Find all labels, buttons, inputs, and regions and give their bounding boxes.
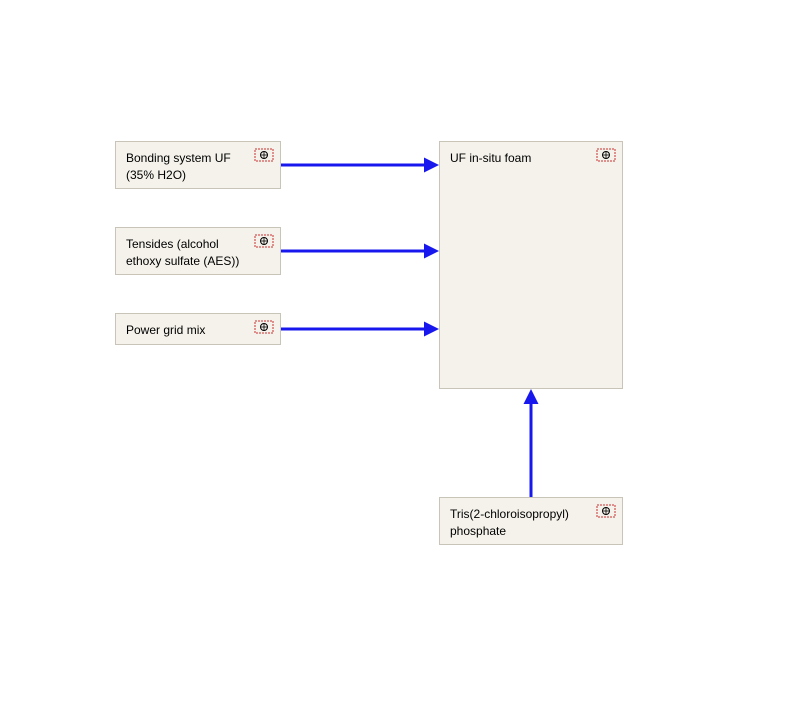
node-trisphos[interactable]: Tris(2-chloroisopropyl) phosphate: [439, 497, 623, 545]
node-bonding-label: Bonding system UF (35% H2O): [126, 150, 270, 184]
node-ufinsitu-label: UF in-situ foam: [450, 150, 612, 167]
process-icon: [254, 148, 274, 162]
node-powergrid-label: Power grid mix: [126, 322, 270, 339]
node-ufinsitu-line1: UF in-situ foam: [450, 151, 531, 165]
node-tensides-line1: Tensides (alcohol: [126, 237, 219, 251]
node-bonding-line1: Bonding system UF: [126, 151, 231, 165]
arrow-layer: [0, 0, 800, 720]
node-trisphos-line2: phosphate: [450, 524, 506, 538]
node-tensides[interactable]: Tensides (alcohol ethoxy sulfate (AES)): [115, 227, 281, 275]
node-bonding-line2: (35% H2O): [126, 168, 186, 182]
node-tensides-label: Tensides (alcohol ethoxy sulfate (AES)): [126, 236, 270, 270]
process-icon: [254, 320, 274, 334]
process-icon: [596, 504, 616, 518]
node-trisphos-line1: Tris(2-chloroisopropyl): [450, 507, 569, 521]
node-bonding[interactable]: Bonding system UF (35% H2O): [115, 141, 281, 189]
node-tensides-line2: ethoxy sulfate (AES)): [126, 254, 239, 268]
process-icon: [596, 148, 616, 162]
node-powergrid[interactable]: Power grid mix: [115, 313, 281, 345]
node-powergrid-line1: Power grid mix: [126, 323, 205, 337]
node-trisphos-label: Tris(2-chloroisopropyl) phosphate: [450, 506, 612, 540]
process-icon: [254, 234, 274, 248]
node-ufinsitu[interactable]: UF in-situ foam: [439, 141, 623, 389]
